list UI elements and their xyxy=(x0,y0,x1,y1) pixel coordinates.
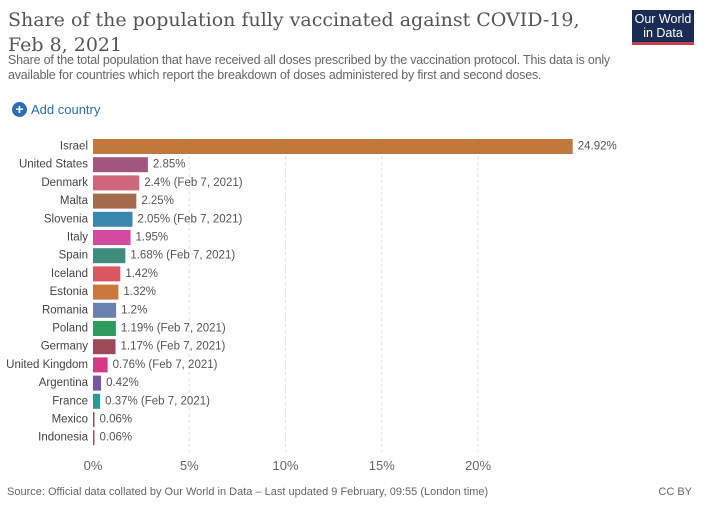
add-country-button[interactable]: + Add country xyxy=(12,102,100,117)
bar[interactable] xyxy=(93,321,116,336)
bar[interactable] xyxy=(93,193,137,209)
bar[interactable] xyxy=(93,157,148,173)
category-label[interactable]: France xyxy=(52,395,88,407)
bar[interactable] xyxy=(93,230,131,245)
source-note: Source: Official data collated by Our Wo… xyxy=(7,486,489,498)
plus-circle-icon: + xyxy=(12,102,27,117)
category-label[interactable]: United States xyxy=(19,159,88,171)
value-label: 0.37% (Feb 7, 2021) xyxy=(105,395,210,407)
category-label[interactable]: Slovenia xyxy=(44,213,89,225)
value-label: 2.85% xyxy=(153,159,186,171)
value-label: 1.17% (Feb 7, 2021) xyxy=(121,341,226,353)
value-label: 1.42% xyxy=(125,268,158,280)
value-label: 2.05% (Feb 7, 2021) xyxy=(137,213,242,225)
value-label: 1.2% xyxy=(121,304,147,316)
bar[interactable] xyxy=(93,211,133,227)
category-label[interactable]: Indonesia xyxy=(38,432,88,444)
category-label[interactable]: Israel xyxy=(60,141,88,153)
category-label[interactable]: Poland xyxy=(52,323,88,335)
license-link[interactable]: CC BY xyxy=(658,486,692,498)
owid-logo[interactable]: Our World in Data xyxy=(632,10,694,45)
category-label[interactable]: Mexico xyxy=(52,414,88,426)
bar[interactable] xyxy=(93,248,126,264)
value-label: 2.4% (Feb 7, 2021) xyxy=(144,177,243,189)
bar[interactable] xyxy=(93,139,573,154)
bar[interactable] xyxy=(93,284,119,300)
category-label[interactable]: Malta xyxy=(60,195,89,207)
bar[interactable] xyxy=(93,357,108,373)
add-country-label: Add country xyxy=(31,102,101,117)
value-label: 0.42% xyxy=(106,377,139,389)
bar[interactable] xyxy=(93,339,116,355)
x-tick-label: 10% xyxy=(272,458,298,473)
bar[interactable] xyxy=(93,412,95,427)
category-label[interactable]: Estonia xyxy=(50,286,89,298)
bar[interactable] xyxy=(93,175,140,191)
category-label[interactable]: Germany xyxy=(41,341,89,353)
x-tick-label: 20% xyxy=(465,458,491,473)
value-label: 0.76% (Feb 7, 2021) xyxy=(113,359,218,371)
category-label[interactable]: Argentina xyxy=(39,377,89,389)
value-label: 2.25% xyxy=(141,195,174,207)
bar[interactable] xyxy=(93,430,95,446)
logo-line-2: in Data xyxy=(643,26,683,40)
category-label[interactable]: Romania xyxy=(42,304,89,316)
bar[interactable] xyxy=(93,266,121,282)
chart-title: Share of the population fully vaccinated… xyxy=(8,9,580,56)
bar[interactable] xyxy=(93,302,117,318)
value-label: 0.06% xyxy=(100,432,133,444)
value-label: 1.95% xyxy=(136,232,169,244)
value-label: 24.92% xyxy=(578,141,617,153)
value-label: 0.06% xyxy=(100,414,133,426)
value-label: 1.32% xyxy=(123,286,156,298)
bar[interactable] xyxy=(93,393,101,409)
value-label: 1.19% (Feb 7, 2021) xyxy=(121,323,226,335)
category-label[interactable]: Italy xyxy=(67,232,88,244)
bar-chart: Israel 24.92% United States 2.85% Denmark 2.4… xyxy=(6,138,617,473)
logo-line-1: Our World xyxy=(634,12,692,26)
bar[interactable] xyxy=(93,375,102,391)
category-label[interactable]: Iceland xyxy=(51,268,88,280)
x-tick-label: 15% xyxy=(369,458,395,473)
bars: Israel 24.92% United States 2.85% Denmark 2.4… xyxy=(6,139,617,446)
x-axis-ticks: 0% 5% 10% 15% 20% xyxy=(84,458,492,473)
x-tick-label: 0% xyxy=(84,458,103,473)
chart-subtitle: Share of the total population that have … xyxy=(8,53,610,82)
category-label[interactable]: United Kingdom xyxy=(6,359,88,371)
value-label: 1.68% (Feb 7, 2021) xyxy=(130,250,235,262)
x-tick-label: 5% xyxy=(180,458,199,473)
category-label[interactable]: Spain xyxy=(59,250,88,262)
category-label[interactable]: Denmark xyxy=(41,177,88,189)
grid-lines xyxy=(188,138,479,452)
